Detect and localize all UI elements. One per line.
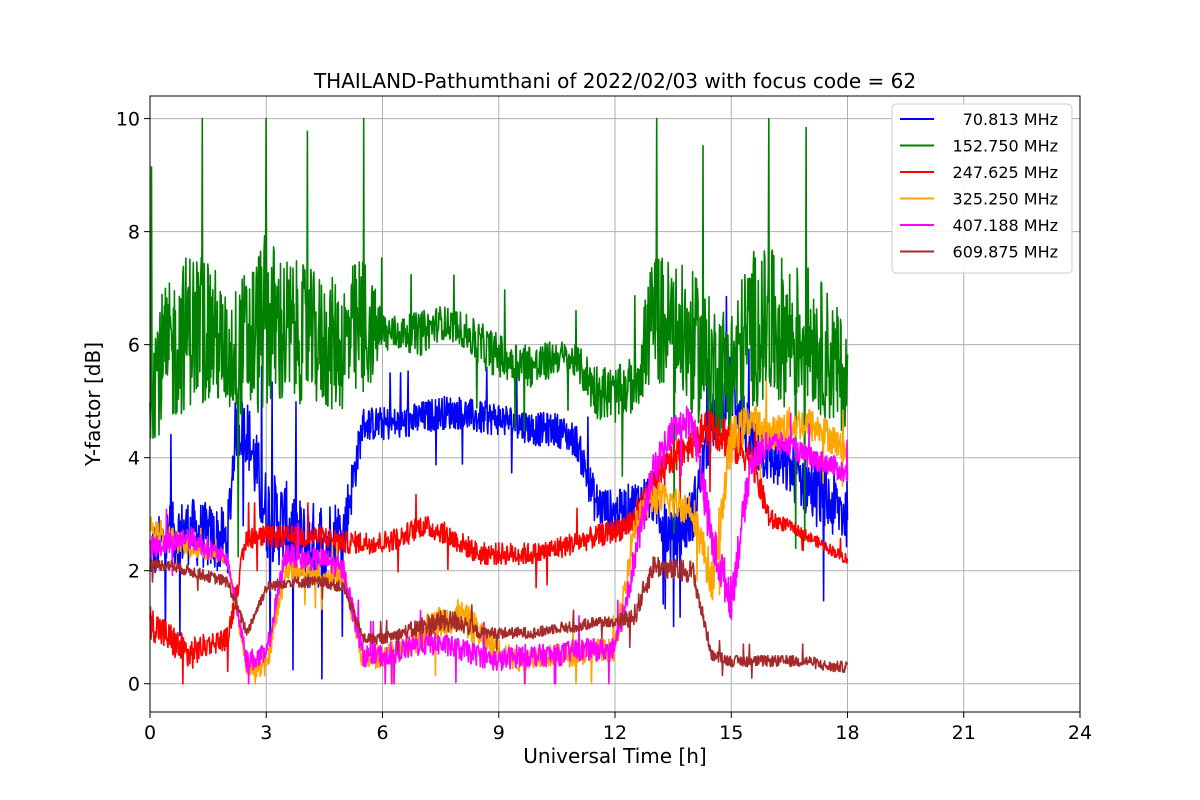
x-tick-label: 15 (719, 722, 743, 744)
y-axis: 0 2 4 6 8 10 (116, 109, 150, 696)
x-axis-label: Universal Time [h] (523, 744, 706, 768)
legend-label: 152.750 MHz (953, 137, 1058, 156)
chart-title: THAILAND-Pathumthani of 2022/02/03 with … (313, 69, 916, 93)
series-line (149, 556, 849, 679)
y-axis-label: Y-factor [dB] (81, 342, 105, 467)
y-tick-label: 10 (116, 109, 140, 131)
x-tick-label: 3 (260, 722, 272, 744)
x-axis: 0 3 6 9 12 15 18 21 24 (144, 712, 1092, 744)
series-line (149, 405, 849, 685)
y-tick-label: 4 (128, 448, 140, 470)
legend-label: 70.813 MHz (963, 110, 1058, 129)
legend: 70.813 MHz 152.750 MHz 247.625 MHz 325.250 … (891, 103, 1073, 274)
legend-label: 247.625 MHz (953, 163, 1058, 182)
legend-label: 325.250 MHz (953, 190, 1058, 209)
legend-box (891, 103, 1073, 274)
grid (149, 96, 1081, 712)
legend-label: 407.188 MHz (953, 216, 1058, 235)
x-tick-label: 0 (144, 722, 156, 744)
x-tick-label: 6 (376, 722, 388, 744)
y-tick-label: 0 (128, 674, 140, 696)
x-tick-label: 21 (952, 722, 976, 744)
y-tick-label: 6 (128, 335, 140, 357)
x-tick-label: 18 (835, 722, 859, 744)
x-tick-label: 9 (493, 722, 505, 744)
series-layer (149, 117, 849, 685)
legend-label: 609.875 MHz (953, 243, 1058, 262)
series-line (149, 117, 849, 558)
x-tick-label: 12 (603, 722, 627, 744)
y-tick-label: 2 (128, 561, 140, 583)
x-tick-label: 24 (1068, 722, 1092, 744)
y-tick-label: 8 (128, 222, 140, 244)
